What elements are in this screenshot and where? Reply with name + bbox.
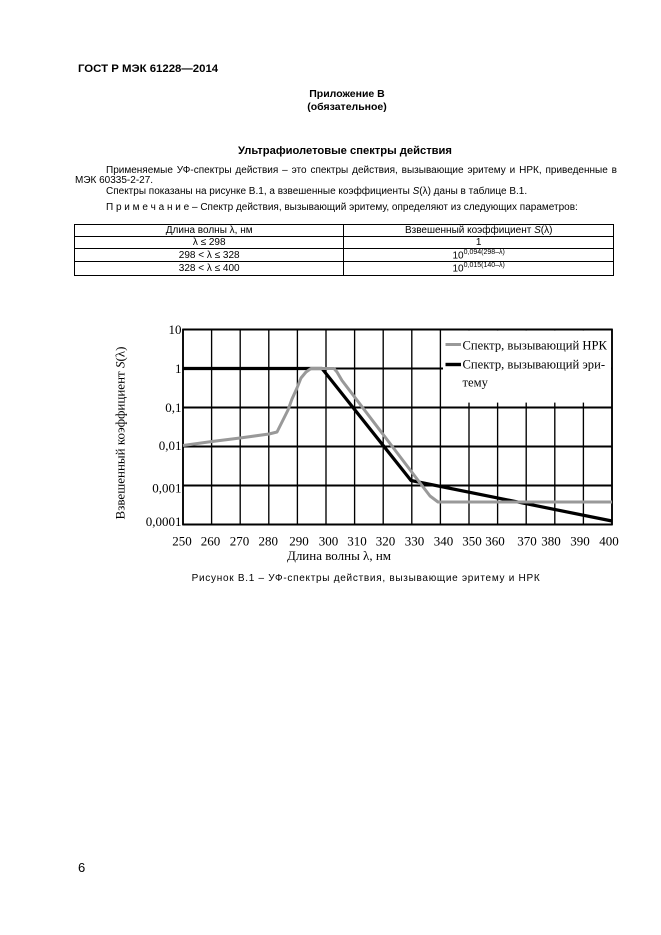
svg-text:Длина волны λ, нм: Длина волны λ, нм — [287, 548, 391, 563]
svg-text:360: 360 — [485, 534, 505, 549]
svg-text:Взвешенный коэффициент S(λ): Взвешенный коэффициент S(λ) — [113, 347, 128, 520]
svg-text:270: 270 — [230, 534, 250, 549]
svg-text:Спектр, вызывающий НРК: Спектр, вызывающий НРК — [463, 339, 608, 353]
svg-text:Спектр, вызывающий эри-: Спектр, вызывающий эри- — [463, 358, 606, 372]
svg-text:330: 330 — [405, 534, 425, 549]
svg-text:0,01: 0,01 — [159, 438, 182, 453]
svg-text:400: 400 — [599, 534, 619, 549]
svg-text:260: 260 — [201, 534, 221, 549]
svg-text:тему: тему — [463, 376, 489, 390]
svg-text:310: 310 — [347, 534, 367, 549]
svg-text:390: 390 — [570, 534, 590, 549]
svg-text:10: 10 — [169, 322, 182, 337]
svg-text:300: 300 — [319, 534, 339, 549]
svg-text:1: 1 — [175, 361, 182, 376]
svg-text:280: 280 — [259, 534, 279, 549]
svg-text:250: 250 — [172, 534, 192, 549]
svg-text:0,1: 0,1 — [165, 400, 181, 415]
svg-text:320: 320 — [376, 534, 396, 549]
svg-text:290: 290 — [289, 534, 309, 549]
svg-text:370: 370 — [517, 534, 537, 549]
svg-text:350: 350 — [462, 534, 482, 549]
svg-text:0,001: 0,001 — [152, 481, 181, 496]
svg-text:380: 380 — [541, 534, 561, 549]
svg-text:0,0001: 0,0001 — [146, 514, 182, 529]
svg-text:340: 340 — [434, 534, 454, 549]
